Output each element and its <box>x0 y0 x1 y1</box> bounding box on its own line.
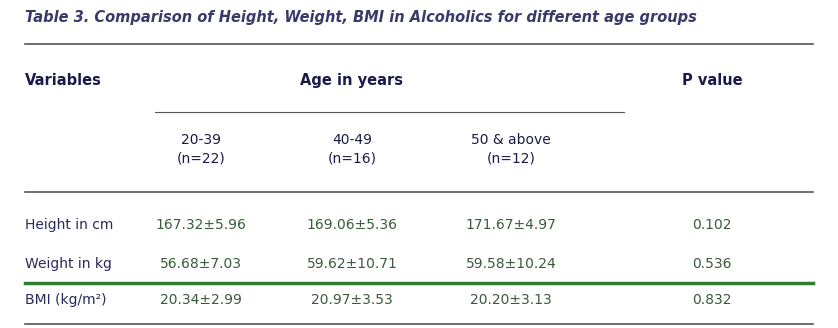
Text: Variables: Variables <box>25 73 102 88</box>
Text: 50 & above
(n=12): 50 & above (n=12) <box>471 133 551 165</box>
Text: 167.32±5.96: 167.32±5.96 <box>156 218 246 232</box>
Text: Table 3. Comparison of Height, Weight, BMI in Alcoholics for different age group: Table 3. Comparison of Height, Weight, B… <box>25 10 697 25</box>
Text: P value: P value <box>682 73 742 88</box>
Text: 0.536: 0.536 <box>692 257 732 271</box>
Text: 56.68±7.03: 56.68±7.03 <box>160 257 242 271</box>
Text: 0.102: 0.102 <box>692 218 732 232</box>
Text: 40-49
(n=16): 40-49 (n=16) <box>328 133 376 165</box>
Text: Height in cm: Height in cm <box>25 218 113 232</box>
Text: 169.06±5.36: 169.06±5.36 <box>307 218 397 232</box>
Text: 20.97±3.53: 20.97±3.53 <box>311 293 393 307</box>
Text: 20.20±3.13: 20.20±3.13 <box>470 293 552 307</box>
Text: BMI (kg/m²): BMI (kg/m²) <box>25 293 106 307</box>
Text: 59.58±10.24: 59.58±10.24 <box>466 257 556 271</box>
Text: 59.62±10.71: 59.62±10.71 <box>307 257 397 271</box>
Text: 171.67±4.97: 171.67±4.97 <box>466 218 556 232</box>
Text: 20.34±2.99: 20.34±2.99 <box>160 293 242 307</box>
Text: Age in years: Age in years <box>301 73 403 88</box>
Text: 0.832: 0.832 <box>692 293 732 307</box>
Text: 20-39
(n=22): 20-39 (n=22) <box>177 133 225 165</box>
Text: Weight in kg: Weight in kg <box>25 257 112 271</box>
